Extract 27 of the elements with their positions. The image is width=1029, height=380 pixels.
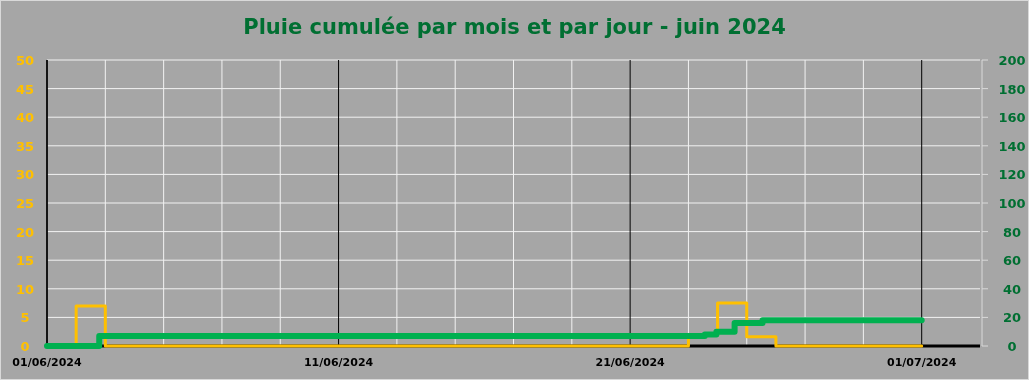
y2-tick-label: 120 (998, 167, 1026, 183)
x-tick-label: 21/06/2024 (595, 356, 666, 369)
x-tick-label: 11/06/2024 (303, 356, 374, 369)
y-tick-label: 25 (15, 196, 35, 211)
y-tick-label: 35 (15, 138, 35, 154)
y-tick-label: 20 (15, 224, 35, 240)
chart-title: Pluie cumulée par mois et par jour - juin 2024 (243, 15, 786, 39)
y2-tick-label: 20 (1002, 310, 1022, 326)
y2-tick-label: 200 (998, 53, 1026, 68)
y2-tick-label: 60 (1002, 253, 1022, 269)
y-tick-label: 30 (15, 167, 35, 183)
y-tick-label: 50 (15, 53, 35, 68)
y2-tick-label: 0 (1007, 339, 1017, 354)
y-tick-label: 10 (15, 281, 35, 297)
x-tick-label: 01/06/2024 (12, 356, 82, 369)
y-tick-label: 5 (20, 310, 30, 326)
y2-tick-label: 180 (998, 81, 1026, 97)
y-tick-label: 0 (20, 339, 30, 354)
y-tick-label: 45 (15, 81, 35, 97)
y2-tick-label: 160 (998, 110, 1026, 126)
y-tick-label: 15 (15, 253, 35, 269)
x-tick-label: 01/07/2024 (887, 356, 957, 369)
y2-tick-label: 80 (1002, 224, 1022, 240)
y-tick-label: 40 (15, 110, 35, 126)
y2-tick-label: 40 (1002, 281, 1022, 297)
y2-tick-label: 100 (998, 196, 1026, 211)
y2-tick-label: 140 (998, 138, 1026, 154)
